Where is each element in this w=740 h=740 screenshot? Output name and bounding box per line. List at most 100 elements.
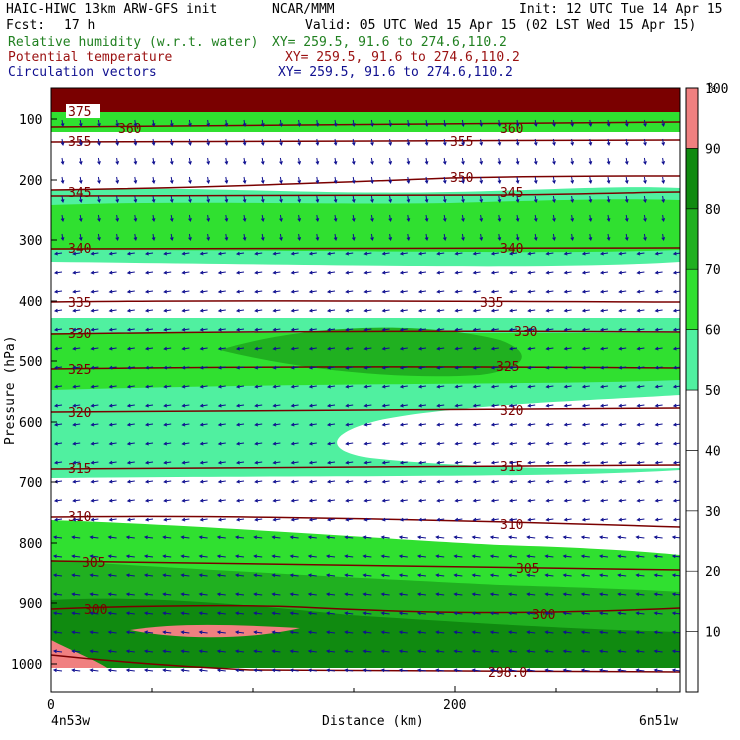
- vector-arrow: [198, 668, 208, 673]
- colorbar-level-label: 10: [705, 626, 721, 641]
- vector-arrow: [545, 365, 554, 370]
- vector-arrow: [188, 157, 192, 166]
- vector-arrow: [333, 138, 338, 147]
- theta-label-335-left: 335: [68, 296, 91, 311]
- vector-arrow: [552, 176, 556, 185]
- vector-arrow: [144, 384, 154, 389]
- vector-arrow: [163, 403, 172, 408]
- vector-arrow: [417, 403, 427, 408]
- vector-arrow: [454, 251, 463, 256]
- vector-arrow: [471, 592, 481, 597]
- vector-arrow: [188, 119, 192, 128]
- vector-arrow: [307, 630, 317, 635]
- vector-arrow: [424, 176, 429, 185]
- vector-arrow: [435, 573, 445, 578]
- vector-arrow: [545, 251, 554, 256]
- colorbar-level-label: 40: [705, 444, 721, 459]
- vector-arrow: [126, 308, 135, 313]
- vector-arrow: [125, 535, 135, 540]
- vector-arrow: [308, 308, 317, 313]
- vector-arrow: [97, 233, 101, 242]
- vector-arrow: [108, 327, 117, 332]
- vector-arrow: [235, 346, 245, 351]
- vector-arrow: [563, 517, 572, 522]
- vector-arrow: [199, 289, 208, 294]
- theta-line-330: [51, 330, 680, 335]
- rh-fill-surface-pocket: [51, 640, 110, 670]
- vector-arrow: [671, 630, 680, 635]
- vector-arrow: [436, 441, 445, 446]
- vector-arrow: [144, 251, 154, 256]
- vector-arrow: [290, 346, 299, 351]
- vector-arrow: [199, 270, 208, 275]
- vector-arrow: [71, 554, 81, 559]
- vector-arrow: [308, 384, 317, 389]
- vector-arrow: [90, 289, 99, 294]
- vector-arrow: [181, 289, 190, 294]
- vector-arrow: [562, 611, 572, 616]
- vector-arrow: [108, 460, 117, 465]
- vector-arrow: [180, 668, 190, 673]
- vector-arrow: [78, 157, 83, 166]
- vector-arrow: [107, 668, 117, 673]
- vector-arrow: [53, 365, 63, 370]
- vector-arrow: [72, 403, 81, 408]
- vector-arrow: [297, 176, 302, 185]
- vector-arrow: [381, 403, 390, 408]
- vector-arrow: [216, 535, 226, 540]
- vector-arrow: [126, 289, 135, 294]
- vector-arrow: [380, 649, 390, 654]
- vector-arrow: [454, 460, 463, 465]
- colorbar-level-label: 80: [705, 203, 721, 218]
- vector-arrow: [380, 554, 390, 559]
- vector-arrow: [533, 195, 538, 204]
- vector-arrow: [90, 327, 99, 332]
- rh-fill-upper-moist-core: [51, 199, 680, 253]
- vector-arrow: [188, 176, 192, 185]
- vector-arrow: [497, 138, 502, 147]
- colorbar-swatch: [685, 389, 699, 451]
- vector-arrow: [107, 535, 117, 540]
- vector-arrow: [325, 535, 336, 540]
- vector-arrow: [606, 119, 611, 128]
- vector-arrow: [599, 308, 609, 313]
- colorbar-frame: [685, 87, 699, 693]
- vector-arrow: [624, 119, 629, 128]
- vector-arrow: [570, 233, 575, 242]
- vector-arrow: [254, 517, 263, 522]
- vector-arrow: [552, 119, 556, 128]
- vector-arrow: [126, 460, 135, 465]
- vector-arrow: [381, 289, 390, 294]
- vector-arrow: [108, 270, 117, 275]
- vector-arrow: [216, 668, 226, 673]
- vector-arrow: [144, 327, 154, 332]
- vector-arrow: [169, 214, 174, 223]
- vector-arrow: [363, 384, 372, 389]
- vector-arrow: [163, 479, 172, 484]
- vector-arrow: [606, 214, 611, 223]
- vector-arrow: [144, 346, 154, 351]
- vector-arrow: [599, 403, 609, 408]
- vector-arrow: [290, 517, 299, 522]
- vector-arrow: [497, 157, 502, 166]
- vector-arrow: [235, 517, 245, 522]
- vector-arrow: [424, 195, 429, 204]
- vector-arrow: [144, 498, 154, 503]
- vector-arrow: [507, 668, 518, 673]
- vector-arrow: [363, 422, 372, 427]
- vector-arrow: [206, 138, 211, 147]
- vector-arrow: [71, 630, 81, 635]
- vector-arrow: [169, 157, 174, 166]
- vector-arrow: [308, 346, 317, 351]
- vector-arrow: [199, 517, 208, 522]
- vector-arrow: [126, 517, 135, 522]
- vector-arrow: [107, 611, 117, 616]
- vector-arrow: [279, 157, 283, 166]
- vector-arrow: [563, 270, 572, 275]
- field-vectors-name: Circulation vectors: [8, 65, 157, 80]
- vector-arrow: [562, 554, 572, 559]
- forecast-label: Fcst:: [6, 18, 46, 33]
- vector-arrow: [216, 649, 226, 654]
- vector-arrow: [424, 157, 429, 166]
- vector-arrow: [224, 138, 229, 147]
